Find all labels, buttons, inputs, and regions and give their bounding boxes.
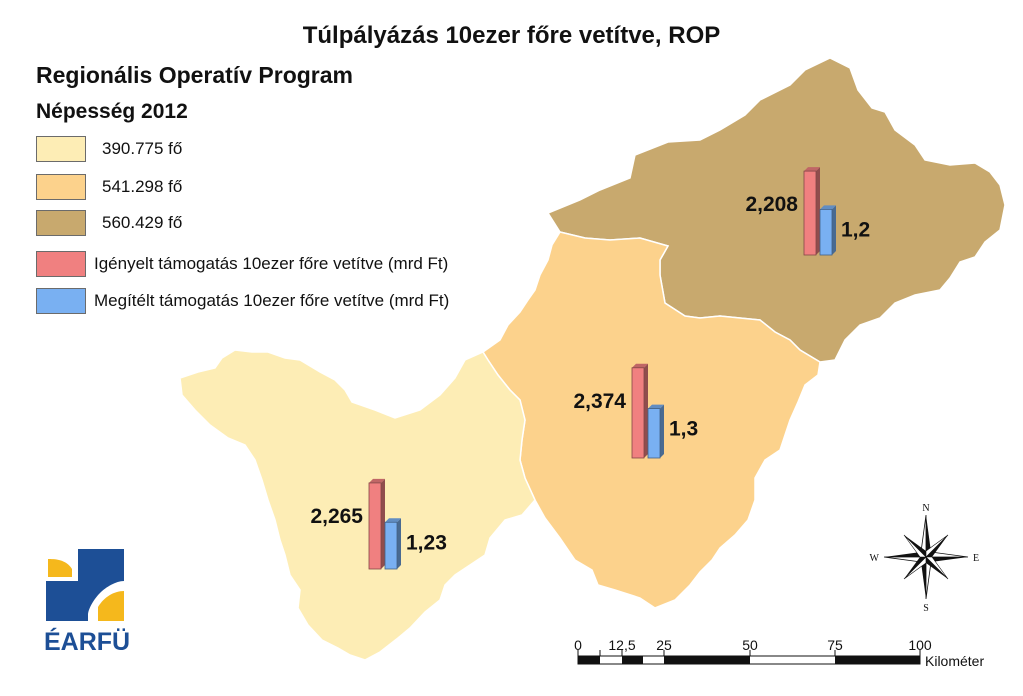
bar-layer: 2,265 1,23 2,374 1,3 2,208 1,2 — [310, 167, 870, 570]
bar-awarded-west-side — [397, 518, 401, 569]
scale-tick-2: 25 — [656, 637, 672, 653]
bar-awarded-central-side — [660, 404, 664, 458]
bar-awarded-west-top — [385, 518, 401, 523]
legend-swatch-population-1 — [36, 136, 86, 162]
map-title: Túlpályázás 10ezer főre vetítve, ROP — [302, 22, 721, 49]
scale-tick-0: 0 — [574, 637, 582, 653]
compass-rose-icon: N S E W — [870, 503, 980, 614]
logo-blue-shape — [46, 549, 124, 621]
compass-south: S — [923, 603, 929, 614]
bar-awarded-northeast — [819, 208, 833, 256]
bar-awarded-west — [384, 521, 398, 570]
legend-label-awarded: Megítélt támogatás 10ezer főre vetítve (… — [94, 291, 450, 310]
region-shape-west — [179, 349, 536, 661]
bar-awarded-central-top — [648, 404, 664, 409]
scale-unit: Kilométer — [925, 653, 984, 669]
legend-heading: Regionális Operatív Program — [36, 62, 353, 88]
legend-swatch-requested — [36, 251, 86, 277]
legend-label-requested: Igényelt támogatás 10ezer főre vetítve (… — [94, 254, 449, 273]
bar-requested-northeast-side — [816, 167, 820, 255]
bar-requested-northeast — [803, 170, 817, 256]
label-requested-central: 2,374 — [573, 390, 626, 413]
legend-swatch-population-2 — [36, 174, 86, 200]
scale-tick-4: 75 — [827, 637, 843, 653]
label-awarded-northeast: 1,2 — [841, 218, 870, 241]
earfu-logo — [46, 549, 124, 621]
bar-requested-west-top — [369, 478, 385, 483]
logo-yellow-lower — [98, 591, 124, 621]
scale-tick-5: 100 — [908, 637, 932, 653]
legend-label-population-3: 560.429 fő — [102, 213, 183, 232]
legend-row-population-3: 560.429 fő — [36, 210, 182, 236]
bar-requested-central-top — [632, 363, 648, 368]
legend-row-population-1: 390.775 fő — [36, 136, 182, 162]
logo-text: ÉARFÜ — [44, 628, 131, 656]
bar-requested-northeast-top — [804, 167, 820, 172]
label-requested-west: 2,265 — [310, 505, 363, 528]
bar-awarded-northeast-side — [832, 205, 836, 255]
bar-requested-central-side — [644, 363, 648, 458]
legend-row-population-2: 541.298 fő — [36, 174, 182, 200]
scale-tick-1: 12,5 — [608, 637, 635, 653]
compass-west: W — [870, 553, 880, 564]
label-awarded-west: 1,23 — [406, 531, 447, 554]
legend-swatch-awarded — [36, 288, 86, 314]
bar-awarded-northeast-top — [820, 205, 836, 210]
logo-yellow-upper — [48, 559, 72, 577]
bar-requested-central — [631, 367, 645, 459]
bar-requested-west-side — [381, 478, 385, 569]
legend-label-population-2: 541.298 fő — [102, 177, 183, 196]
compass-east: E — [973, 553, 979, 564]
scale-bar: 0 12,5 25 50 75 100 Kilométer — [574, 637, 984, 669]
scale-tick-3: 50 — [742, 637, 758, 653]
compass-north: N — [922, 503, 929, 514]
bar-awarded-central — [647, 408, 661, 459]
bar-requested-west — [368, 482, 382, 570]
legend-label-population-1: 390.775 fő — [102, 139, 183, 158]
legend-swatch-population-3 — [36, 210, 86, 236]
legend-row-requested: Igényelt támogatás 10ezer főre vetítve (… — [36, 251, 448, 277]
legend-subheading: Népesség 2012 — [36, 100, 188, 123]
legend-row-awarded: Megítélt támogatás 10ezer főre vetítve (… — [36, 288, 449, 314]
label-requested-northeast: 2,208 — [745, 193, 798, 216]
label-awarded-central: 1,3 — [669, 418, 698, 441]
